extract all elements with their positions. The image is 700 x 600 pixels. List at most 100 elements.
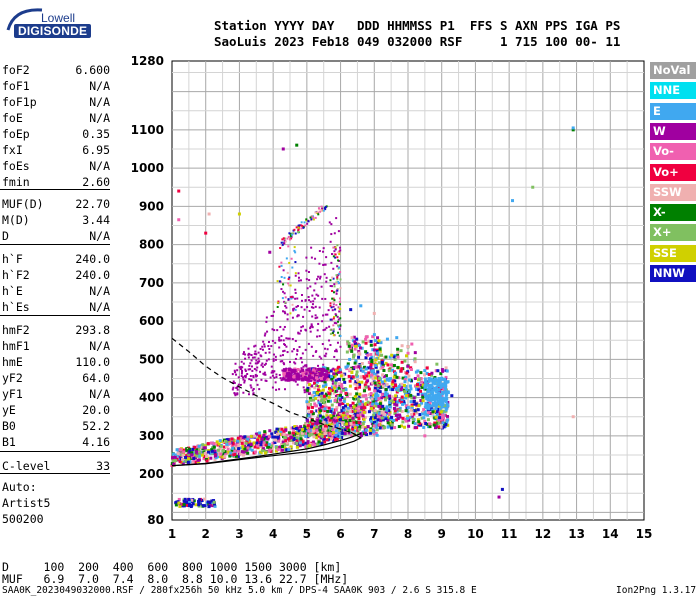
echo-point bbox=[409, 387, 413, 391]
echo-point bbox=[348, 409, 352, 413]
echo-point bbox=[337, 396, 341, 400]
echo-point bbox=[426, 383, 430, 387]
echo-point bbox=[197, 500, 201, 504]
echo-point bbox=[423, 419, 427, 423]
param-row: h`Es N/A bbox=[2, 299, 110, 315]
echo-point bbox=[436, 382, 440, 386]
echo-point bbox=[434, 386, 438, 390]
echo-point bbox=[247, 368, 250, 371]
echo-point bbox=[378, 381, 382, 385]
echo-point bbox=[177, 189, 181, 193]
param-value: N/A bbox=[89, 387, 110, 401]
echo-point bbox=[439, 417, 443, 421]
echo-point bbox=[362, 410, 366, 414]
echo-point bbox=[206, 442, 210, 446]
param-name: hmF2 bbox=[2, 323, 30, 337]
param-value: 240.0 bbox=[75, 252, 110, 266]
echo-point bbox=[268, 348, 271, 351]
echo-point bbox=[439, 372, 443, 376]
echo-point bbox=[398, 415, 402, 419]
echo-point bbox=[300, 367, 303, 370]
echo-point bbox=[417, 377, 421, 381]
echo-point bbox=[348, 418, 352, 422]
echo-point bbox=[211, 504, 215, 508]
echo-point bbox=[204, 231, 208, 235]
echo-point bbox=[343, 432, 347, 436]
echo-point bbox=[331, 253, 334, 256]
echo-point bbox=[200, 498, 204, 502]
echo-point bbox=[384, 387, 388, 391]
echo-point bbox=[322, 363, 325, 366]
echo-point bbox=[295, 353, 298, 356]
echo-point bbox=[444, 400, 448, 404]
echo-point bbox=[268, 434, 272, 438]
echo-point bbox=[305, 388, 309, 392]
echo-point bbox=[396, 353, 400, 357]
echo-point bbox=[418, 413, 422, 417]
echo-point bbox=[276, 280, 279, 283]
echo-point bbox=[212, 499, 216, 503]
echo-point bbox=[322, 209, 325, 212]
echo-point bbox=[321, 384, 325, 388]
echo-point bbox=[441, 413, 445, 417]
echo-point bbox=[369, 419, 373, 423]
echo-point bbox=[305, 269, 308, 272]
x-tick-label: 11 bbox=[501, 527, 518, 541]
auto-label: Auto: bbox=[2, 480, 37, 494]
echo-point bbox=[187, 452, 191, 456]
echo-point bbox=[323, 440, 327, 444]
echo-point bbox=[183, 497, 187, 501]
echo-point bbox=[418, 422, 422, 426]
param-value: 110.0 bbox=[75, 355, 110, 369]
param-name: foEp bbox=[2, 127, 30, 141]
echo-point bbox=[392, 406, 396, 410]
echo-point bbox=[327, 395, 331, 399]
echo-point bbox=[318, 389, 322, 393]
echo-point bbox=[323, 407, 327, 411]
echo-point bbox=[349, 406, 353, 410]
echo-point bbox=[212, 445, 216, 449]
echo-point bbox=[293, 246, 296, 249]
echo-point bbox=[320, 399, 324, 403]
echo-point bbox=[302, 433, 306, 437]
echo-point bbox=[437, 414, 441, 418]
echo-point bbox=[306, 440, 310, 444]
echo-point bbox=[271, 441, 275, 445]
echo-point bbox=[249, 375, 252, 378]
echo-point bbox=[450, 394, 454, 398]
echo-point bbox=[320, 372, 324, 376]
echo-point bbox=[360, 380, 364, 384]
echo-point bbox=[446, 415, 450, 419]
echo-point bbox=[408, 384, 412, 388]
echo-point bbox=[381, 365, 385, 369]
echo-point bbox=[385, 405, 389, 409]
echo-point bbox=[218, 455, 222, 459]
echo-point bbox=[291, 266, 294, 269]
echo-point bbox=[392, 363, 396, 367]
echo-point bbox=[356, 429, 360, 433]
x-tick-label: 14 bbox=[602, 527, 619, 541]
echo-point bbox=[205, 459, 209, 463]
echo-point bbox=[184, 500, 188, 504]
echo-point bbox=[375, 351, 379, 355]
echo-point bbox=[191, 447, 195, 451]
echo-point bbox=[314, 384, 318, 388]
echo-point bbox=[263, 334, 266, 337]
echo-point bbox=[294, 380, 297, 383]
echo-point bbox=[259, 347, 262, 350]
echo-point bbox=[341, 406, 345, 410]
echo-point bbox=[330, 407, 334, 411]
echo-point bbox=[335, 405, 339, 409]
echo-point bbox=[377, 353, 381, 357]
echo-point bbox=[370, 407, 374, 411]
echo-point bbox=[314, 350, 317, 353]
echo-point bbox=[213, 454, 217, 458]
echo-point bbox=[280, 276, 283, 279]
echo-point bbox=[328, 420, 332, 424]
legend-item: X+ bbox=[650, 224, 696, 242]
x-tick-label: 13 bbox=[568, 527, 585, 541]
echo-point bbox=[294, 291, 297, 294]
echo-point bbox=[264, 373, 267, 376]
echo-point bbox=[281, 243, 284, 246]
echo-point bbox=[289, 368, 292, 371]
